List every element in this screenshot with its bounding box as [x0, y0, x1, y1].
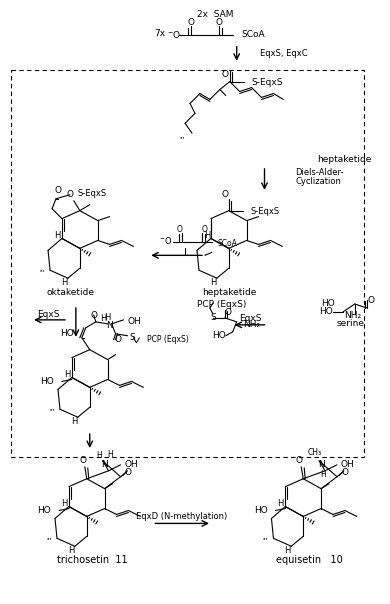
Text: 7x: 7x — [154, 30, 165, 39]
Text: H: H — [320, 471, 326, 479]
Text: heptaketide: heptaketide — [202, 288, 257, 297]
Text: O: O — [188, 18, 195, 27]
Text: PCP (EqxS): PCP (EqxS) — [147, 335, 189, 344]
Text: Diels-Alder-: Diels-Alder- — [295, 169, 344, 178]
Text: N: N — [106, 321, 113, 330]
Text: O: O — [215, 18, 222, 27]
Text: OH: OH — [124, 460, 138, 469]
Text: H: H — [210, 278, 216, 287]
Text: S: S — [129, 333, 135, 342]
Text: N: N — [318, 460, 324, 469]
Text: S-EqxS: S-EqxS — [251, 207, 280, 216]
Text: H: H — [71, 417, 77, 426]
Text: EqxS, EqxC: EqxS, EqxC — [259, 50, 307, 58]
Text: O: O — [176, 225, 182, 234]
Text: NH₂: NH₂ — [243, 320, 260, 329]
Text: NH₂: NH₂ — [344, 312, 362, 320]
Text: O: O — [66, 190, 73, 199]
Text: ''': ''' — [39, 269, 45, 275]
Text: H: H — [54, 231, 60, 240]
Text: EqxD (N-methylation): EqxD (N-methylation) — [136, 512, 228, 521]
Text: O: O — [125, 468, 132, 477]
Text: PCP (EqxS): PCP (EqxS) — [197, 300, 246, 309]
Text: oktaketide: oktaketide — [47, 288, 95, 297]
Text: H: H — [61, 499, 67, 508]
Text: trichosetin  11: trichosetin 11 — [57, 555, 128, 565]
Text: OH: OH — [341, 460, 355, 469]
Text: H: H — [108, 451, 113, 460]
Text: HO: HO — [254, 506, 268, 515]
Text: $^{-}$O: $^{-}$O — [159, 235, 172, 246]
Text: ''': ''' — [46, 538, 52, 543]
Text: O: O — [114, 335, 121, 344]
Text: EqxS: EqxS — [239, 314, 262, 323]
Bar — [11, 69, 364, 457]
Text: O: O — [367, 295, 374, 304]
Text: ''': ''' — [263, 538, 268, 543]
Text: O: O — [55, 186, 62, 195]
Text: O: O — [341, 468, 348, 477]
Text: HO: HO — [319, 307, 333, 316]
Text: O: O — [90, 312, 97, 320]
Text: OH: OH — [128, 317, 141, 326]
Text: S-EqxS: S-EqxS — [78, 189, 107, 198]
Text: H: H — [277, 499, 284, 508]
Text: EqxS: EqxS — [37, 310, 59, 320]
Text: H: H — [68, 546, 74, 554]
Text: HO: HO — [40, 377, 54, 386]
Text: O: O — [221, 190, 228, 199]
Text: H: H — [204, 231, 210, 240]
Text: S: S — [210, 313, 216, 323]
Text: SCoA: SCoA — [242, 30, 265, 39]
Text: serine: serine — [337, 320, 365, 329]
Text: N: N — [101, 460, 108, 469]
Text: O: O — [202, 225, 208, 234]
Text: H: H — [96, 451, 101, 460]
Text: HO: HO — [60, 329, 74, 338]
Text: ''': ''' — [179, 136, 185, 142]
Text: HO: HO — [37, 506, 51, 515]
Text: O: O — [296, 457, 303, 465]
Text: H: H — [64, 370, 70, 379]
Text: S-EqxS: S-EqxS — [252, 78, 283, 87]
Text: H: H — [101, 314, 107, 323]
Text: Cyclization: Cyclization — [295, 178, 341, 187]
Text: CH₃: CH₃ — [308, 448, 322, 457]
Text: 2x  SAM: 2x SAM — [197, 10, 233, 19]
Text: O: O — [221, 70, 228, 79]
Text: SCoA: SCoA — [218, 239, 238, 248]
Text: HO: HO — [321, 300, 335, 309]
Text: heptaketide: heptaketide — [317, 155, 372, 164]
Text: O: O — [79, 457, 86, 465]
Text: equisetin   10: equisetin 10 — [276, 555, 342, 565]
Text: HO: HO — [212, 331, 226, 340]
Text: ''': ''' — [49, 408, 55, 414]
Text: $^{-}$O: $^{-}$O — [167, 30, 181, 40]
Text: H: H — [284, 546, 291, 554]
Text: H: H — [61, 278, 67, 287]
Text: H: H — [105, 313, 111, 323]
Text: O: O — [224, 309, 231, 318]
